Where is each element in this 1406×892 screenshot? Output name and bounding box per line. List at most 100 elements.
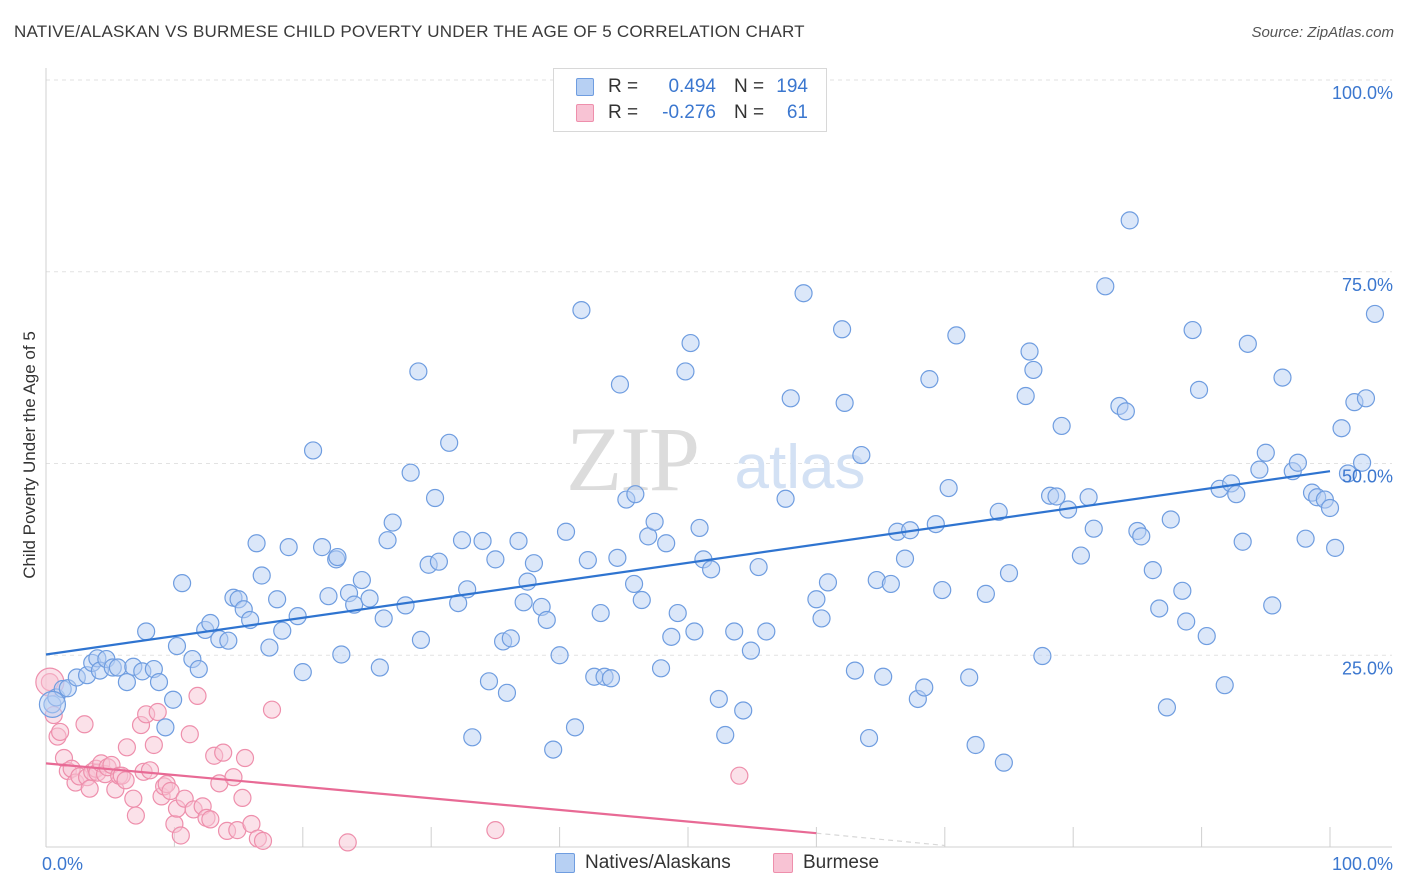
burmese-legend-swatch — [773, 853, 793, 873]
natives-point — [1227, 485, 1246, 504]
r-label: R = — [608, 76, 639, 97]
natives-point — [749, 557, 768, 577]
natives-point — [1033, 646, 1052, 666]
natives-point — [396, 596, 415, 615]
natives-point — [1288, 453, 1308, 472]
natives-point — [1052, 416, 1071, 436]
natives-point — [440, 433, 459, 452]
natives-point — [690, 518, 709, 538]
natives-point — [818, 573, 838, 592]
natives-point — [1157, 698, 1177, 717]
burmese-point — [233, 788, 252, 808]
natives-point — [1183, 320, 1202, 340]
natives-point — [776, 489, 795, 508]
natives-point — [572, 301, 591, 320]
natives-point — [1263, 596, 1282, 615]
natives-point — [279, 538, 298, 557]
legend-row-natives: R = 0.494 N = 194 — [576, 74, 808, 100]
natives-point — [303, 441, 323, 460]
y-tick-labels: 25.0% 50.0% 75.0% 100.0% — [1332, 83, 1393, 678]
burmese-point — [116, 771, 135, 790]
bottom-legend-burmese: Burmese — [773, 852, 879, 874]
natives-point — [38, 690, 67, 718]
natives-point — [734, 701, 753, 720]
natives-point — [401, 463, 420, 482]
natives-point — [1273, 368, 1292, 387]
natives-point — [497, 683, 517, 702]
natives-swatch — [576, 78, 594, 96]
natives-point — [1020, 342, 1039, 361]
natives-point — [989, 502, 1008, 521]
natives-point — [1132, 527, 1151, 546]
natives-point — [1256, 443, 1275, 462]
natives-point — [479, 672, 499, 691]
natives-point — [578, 551, 597, 570]
natives-point — [370, 658, 389, 677]
natives-point — [409, 362, 428, 381]
natives-point — [610, 375, 630, 394]
natives-point — [939, 478, 958, 498]
natives-point — [1047, 487, 1066, 506]
burmese-point — [201, 810, 220, 829]
natives-point — [976, 584, 995, 603]
burmese-n-value: 61 — [786, 102, 808, 123]
natives-trend-line — [45, 470, 1331, 656]
natives-point — [709, 689, 728, 709]
natives-point — [881, 574, 900, 594]
burmese-points — [35, 667, 749, 852]
natives-point — [288, 607, 307, 626]
natives-point — [550, 646, 569, 665]
burmese-point — [262, 700, 282, 719]
natives-point — [1161, 510, 1180, 529]
natives-point — [807, 590, 826, 609]
natives-point — [1365, 304, 1385, 324]
natives-point — [781, 389, 800, 408]
natives-point — [463, 728, 482, 747]
burmese-point — [171, 826, 190, 845]
natives-point — [835, 393, 854, 413]
correlation-legend: R = 0.494 N = 194 R = -0.276 N = 61 — [553, 68, 827, 132]
y-tick-label: 50.0% — [1342, 467, 1393, 487]
natives-point — [915, 678, 934, 697]
x-axis-ticks — [45, 827, 1331, 847]
natives-point — [757, 622, 776, 641]
bottom-legend-natives: Natives/Alaskans — [555, 852, 731, 874]
natives-point — [219, 631, 238, 650]
burmese-point — [140, 761, 160, 780]
burmese-r-value: -0.276 — [662, 102, 716, 123]
natives-point — [1189, 380, 1209, 399]
natives-point — [544, 740, 563, 759]
natives-point — [920, 370, 939, 389]
natives-point — [252, 566, 271, 585]
natives-point — [1173, 581, 1192, 600]
natives-point — [189, 659, 208, 679]
natives-point — [1016, 386, 1035, 406]
natives-point — [108, 658, 128, 677]
watermark-atlas: atlas — [735, 433, 866, 502]
natives-point — [651, 659, 671, 678]
natives-point — [1215, 676, 1234, 695]
natives-point — [1296, 529, 1315, 548]
natives-point — [473, 531, 492, 551]
burmese-point — [180, 725, 199, 744]
natives-legend-label: Natives/Alaskans — [585, 852, 731, 873]
natives-point — [601, 669, 621, 688]
natives-point — [681, 333, 700, 353]
natives-point — [156, 718, 175, 737]
natives-n-value: 194 — [776, 76, 808, 97]
burmese-point — [224, 768, 243, 787]
natives-point — [1120, 211, 1139, 230]
y-tick-label: 25.0% — [1342, 658, 1393, 678]
burmese-legend-label: Burmese — [803, 852, 880, 873]
natives-point — [1250, 460, 1269, 479]
burmese-point — [253, 831, 273, 850]
natives-point — [794, 284, 813, 303]
n-label: N = — [734, 102, 765, 123]
natives-point — [859, 728, 879, 748]
natives-point — [852, 445, 871, 465]
natives-point — [1197, 626, 1216, 646]
natives-point — [668, 603, 687, 623]
trend-lines — [45, 470, 1331, 847]
natives-point — [1150, 599, 1169, 618]
